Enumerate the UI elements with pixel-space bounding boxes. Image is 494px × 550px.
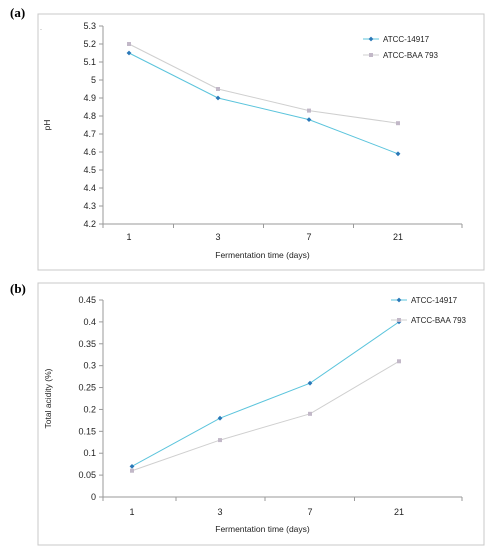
- plot-a: 4.2 4.3 4.4 4.5 4.6 4.7 4.8 4.9 5 5.1 5.2 5.3 1 3 7 21 F…: [42, 21, 463, 260]
- panel-a-frame: [37, 13, 485, 271]
- data-point: [307, 380, 313, 386]
- y-tick-label: 4.2: [83, 219, 96, 229]
- legend-marker-2: [369, 53, 373, 57]
- y-tick-label: 4.6: [83, 147, 96, 157]
- series-line-1: [128, 52, 399, 155]
- y-tick-label: 0.4: [83, 317, 96, 327]
- y-tick-label: 5.2: [83, 39, 96, 49]
- y-tick-label: 0.2: [83, 404, 96, 414]
- y-tick-label: 4.9: [83, 93, 96, 103]
- data-point: [218, 438, 222, 443]
- y-tick-label: 5: [91, 75, 96, 85]
- x-tick-label: 1: [129, 507, 134, 517]
- data-point: [215, 95, 221, 101]
- x-axis-title: Fermentation time (days): [215, 250, 310, 260]
- data-point: [130, 468, 134, 473]
- data-point: [396, 121, 400, 126]
- panel-b-frame: [37, 282, 485, 546]
- series-line-2: [128, 43, 399, 124]
- y-tick-label: 0.05: [78, 470, 96, 480]
- data-point: [217, 415, 223, 421]
- y-tick-label: 0.3: [83, 361, 96, 371]
- y-tick-label: 5.1: [83, 57, 96, 67]
- y-tick-label: 0.1: [83, 448, 96, 458]
- legend-marker-2: [397, 318, 401, 322]
- series-line-2: [131, 360, 400, 472]
- panel-a-label: (a): [10, 5, 25, 20]
- x-tick-label: 21: [393, 232, 403, 242]
- legend-marker-1: [368, 36, 374, 42]
- panel-a-dot: ·: [40, 27, 42, 33]
- x-tick-label: 3: [215, 232, 220, 242]
- data-point: [216, 87, 220, 91]
- legend-label-2: ATCC-BAA 793: [411, 316, 467, 325]
- data-point: [306, 117, 312, 122]
- panel-b-label: (b): [10, 281, 26, 296]
- panel-b: (b) 0 0.05 0.1 0.15 0.2 0.25 0.3 0.35 0.4 0.45 1 3 7…: [10, 281, 485, 546]
- data-point: [307, 108, 311, 113]
- data-point: [397, 359, 401, 364]
- data-point: [126, 50, 132, 56]
- y-tick-label: 4.4: [83, 183, 96, 193]
- y-tick-label: 0.25: [78, 383, 96, 393]
- x-tick-label: 1: [126, 232, 131, 242]
- panel-a: (a) · 4.2 4.3 4.4 4.5 4.6 4.7 4.8 4.9 5 5.1 5.2 5.3…: [10, 5, 485, 271]
- y-axis-title: Total acidity (%): [43, 368, 53, 428]
- y-tick-label: 0: [91, 492, 96, 502]
- data-point: [308, 411, 312, 416]
- legend-label-1: ATCC-14917: [383, 35, 430, 44]
- y-tick-label: 0.45: [78, 295, 96, 305]
- data-point: [127, 42, 131, 46]
- x-axis-title: Fermentation time (days): [215, 524, 310, 534]
- plot-b: 0 0.05 0.1 0.15 0.2 0.25 0.3 0.35 0.4 0.45 1 3 7 21 Fe…: [43, 295, 467, 534]
- x-tick-label: 7: [307, 507, 312, 517]
- y-tick-label: 4.7: [83, 129, 96, 139]
- series-line-1: [131, 321, 400, 467]
- x-tick-label: 3: [217, 507, 222, 517]
- y-tick-label: 0.35: [78, 339, 96, 349]
- legend-marker-1: [396, 297, 402, 303]
- data-point: [395, 151, 401, 157]
- y-axis-title: pH: [42, 120, 52, 131]
- y-tick-label: 4.5: [83, 165, 96, 175]
- x-tick-label: 21: [394, 507, 404, 517]
- y-tick-label: 4.3: [83, 201, 96, 211]
- y-tick-label: 0.15: [78, 426, 96, 436]
- x-tick-label: 7: [306, 232, 311, 242]
- data-point: [129, 463, 135, 469]
- legend-label-1: ATCC-14917: [411, 296, 458, 305]
- y-tick-label: 4.8: [83, 111, 96, 121]
- y-tick-label: 5.3: [83, 21, 96, 31]
- legend-label-2: ATCC-BAA 793: [383, 51, 439, 60]
